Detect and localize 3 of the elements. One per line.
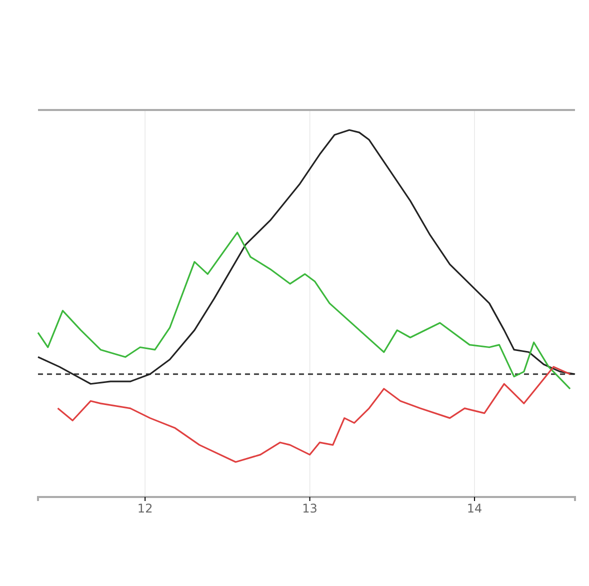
x-tick-label: 13 [302, 502, 318, 516]
x-tick-label: 12 [137, 502, 153, 516]
x-tick-label: 14 [466, 502, 482, 516]
